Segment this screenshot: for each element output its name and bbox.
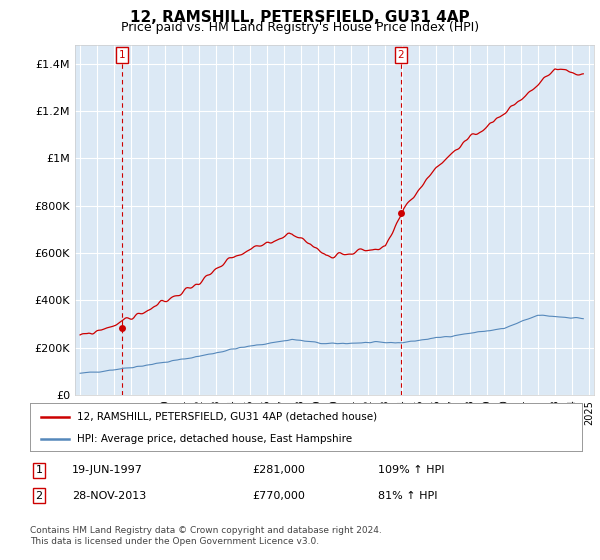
Text: 81% ↑ HPI: 81% ↑ HPI: [378, 491, 437, 501]
Text: 109% ↑ HPI: 109% ↑ HPI: [378, 465, 445, 475]
Text: 1: 1: [35, 465, 43, 475]
Text: 2: 2: [35, 491, 43, 501]
Text: 28-NOV-2013: 28-NOV-2013: [72, 491, 146, 501]
Text: 1: 1: [119, 50, 125, 60]
Text: £770,000: £770,000: [252, 491, 305, 501]
Text: £281,000: £281,000: [252, 465, 305, 475]
Text: 12, RAMSHILL, PETERSFIELD, GU31 4AP: 12, RAMSHILL, PETERSFIELD, GU31 4AP: [130, 10, 470, 25]
Text: 19-JUN-1997: 19-JUN-1997: [72, 465, 143, 475]
Text: 2: 2: [398, 50, 404, 60]
Text: Price paid vs. HM Land Registry's House Price Index (HPI): Price paid vs. HM Land Registry's House …: [121, 21, 479, 34]
Text: 12, RAMSHILL, PETERSFIELD, GU31 4AP (detached house): 12, RAMSHILL, PETERSFIELD, GU31 4AP (det…: [77, 412, 377, 422]
Text: Contains HM Land Registry data © Crown copyright and database right 2024.
This d: Contains HM Land Registry data © Crown c…: [30, 526, 382, 546]
Text: HPI: Average price, detached house, East Hampshire: HPI: Average price, detached house, East…: [77, 434, 352, 444]
